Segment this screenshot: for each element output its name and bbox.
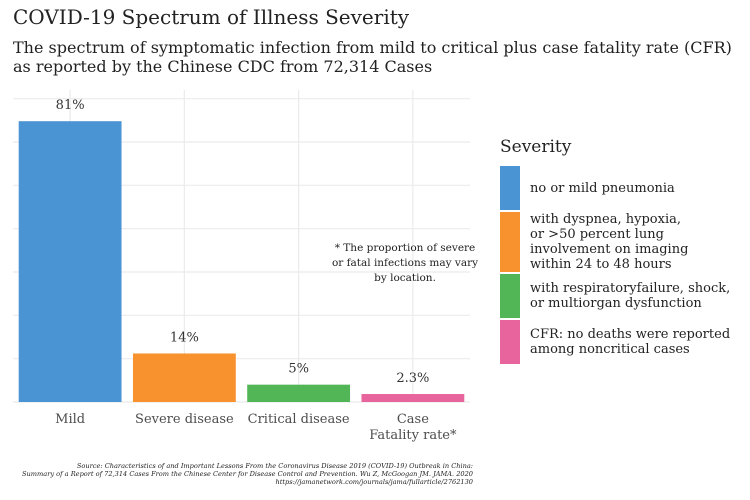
x-tick-label: Mild xyxy=(55,412,85,427)
x-tick-label: Severe disease xyxy=(135,412,234,427)
footnote-annotation: * The proportion of severe or fatal infe… xyxy=(331,242,479,284)
x-tick-label: Critical disease xyxy=(248,412,350,427)
legend-swatch xyxy=(500,212,520,272)
legend-title: Severity xyxy=(500,137,572,157)
source-caption: Source: Characteristics of and Important… xyxy=(22,462,473,486)
legend-swatch xyxy=(500,166,520,210)
legend-label: CFR: no deaths were reported among noncr… xyxy=(530,327,731,357)
legend-label: with respiratoryfailure, shock, or multi… xyxy=(530,281,731,311)
bar xyxy=(132,353,236,402)
bar-value-label: 81% xyxy=(56,98,85,113)
caption-line: Source: Characteristics of and Important… xyxy=(76,462,473,470)
x-tick-label: Case Fatality rate* xyxy=(369,412,457,443)
x-tick-labels: Mild Severe disease Critical disease Case Fa… xyxy=(55,412,457,443)
bar-value-label: 14% xyxy=(170,330,199,345)
chart-title: COVID-19 Spectrum of Illness Severity xyxy=(13,5,410,29)
bar xyxy=(18,121,122,402)
bars xyxy=(18,121,465,402)
legend-label: with dyspnea, hypoxia, or >50 percent lu… xyxy=(530,212,689,272)
bar-value-label: 5% xyxy=(288,362,309,377)
caption-line: https://jamanetwork.com/journals/jama/fu… xyxy=(275,478,474,486)
legend-label: no or mild pneumonia xyxy=(530,180,675,196)
bar xyxy=(361,394,465,402)
caption-line: Summary of a Report of 72,314 Cases From… xyxy=(22,470,473,478)
legend-swatch xyxy=(500,320,520,364)
bar-value-label: 2.3% xyxy=(396,371,429,386)
bar xyxy=(247,384,351,402)
value-labels: 81% 14% 5% 2.3% xyxy=(56,98,430,386)
legend-swatch xyxy=(500,274,520,318)
chart-subtitle: The spectrum of symptomatic infection fr… xyxy=(13,38,732,76)
